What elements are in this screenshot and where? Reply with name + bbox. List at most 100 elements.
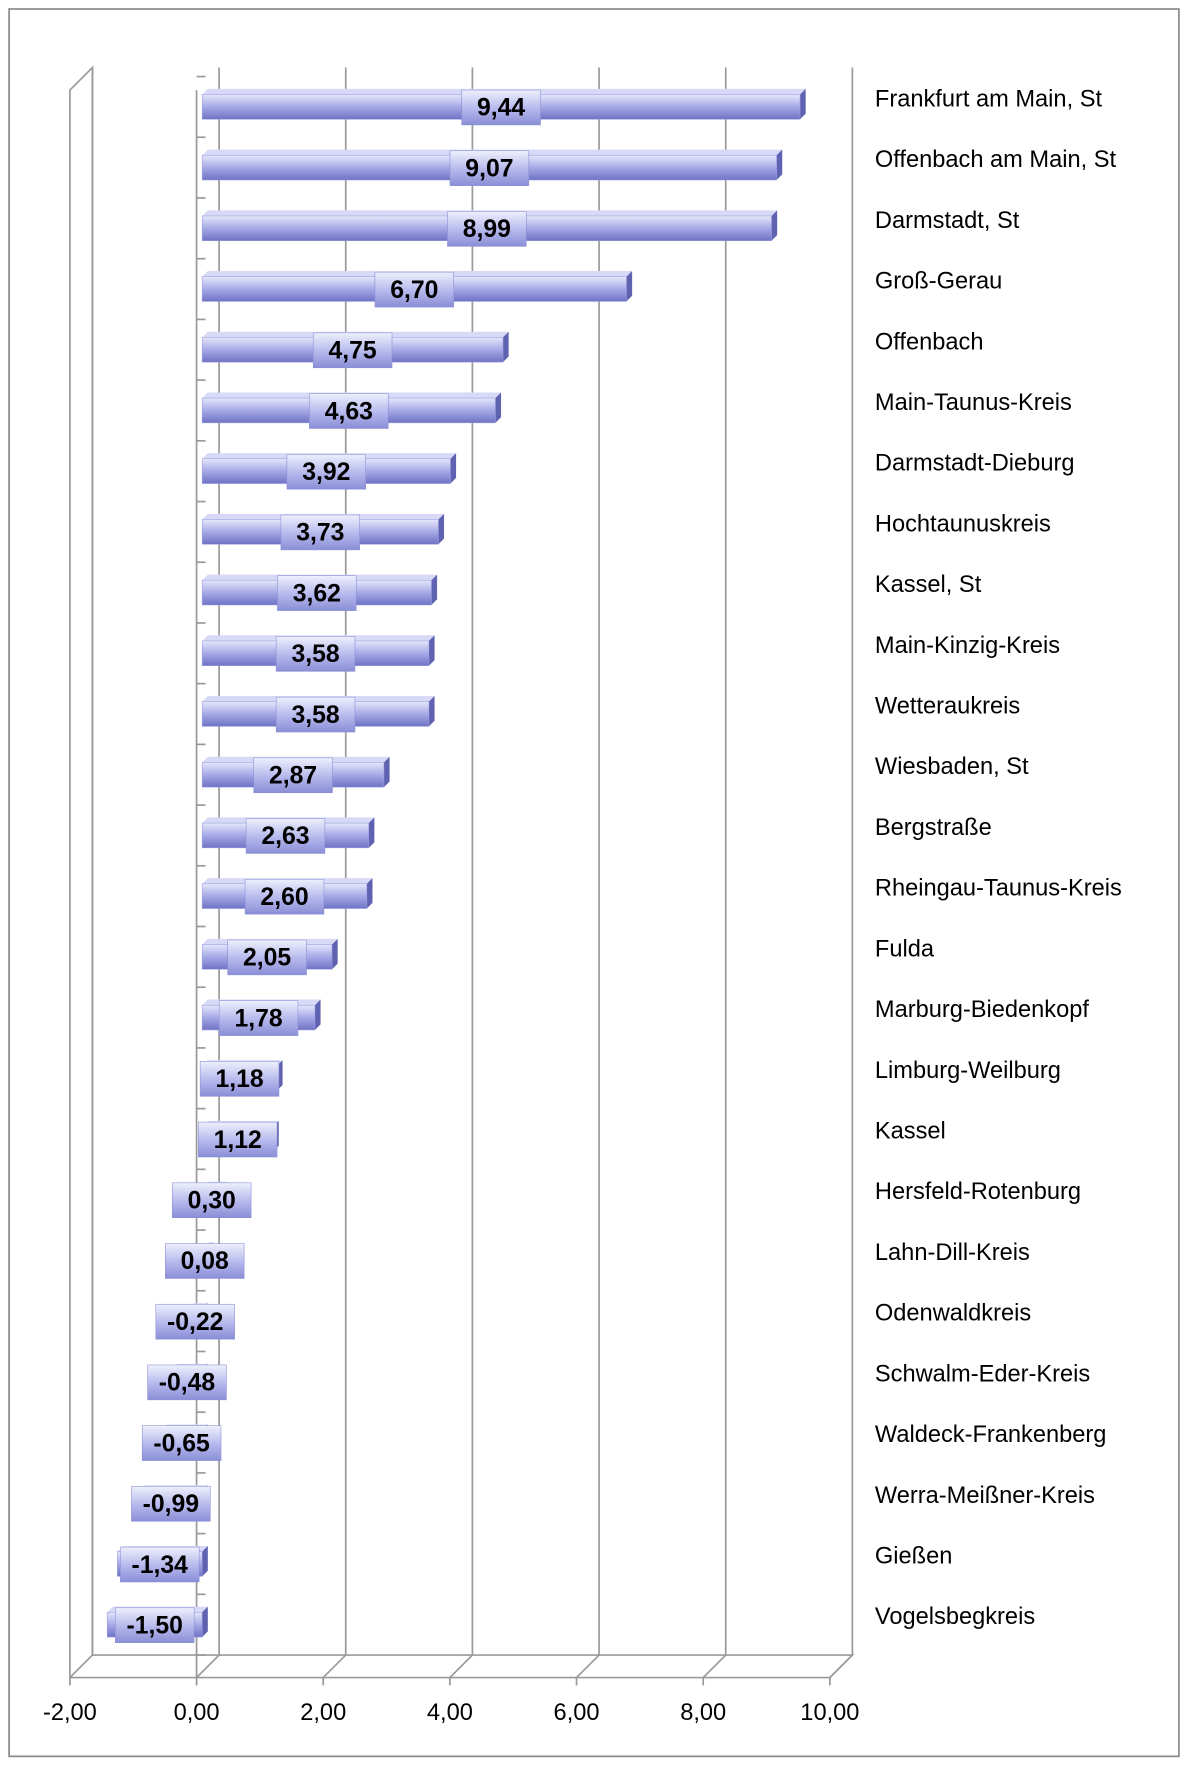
bar-side — [800, 88, 806, 120]
value-label: 3,62 — [293, 580, 341, 607]
category-label: Marburg-Biedenkopf — [875, 997, 1089, 1023]
value-label: 1,18 — [215, 1066, 263, 1093]
value-label-box — [141, 1425, 222, 1461]
category-label: Vogelsbegkreis — [875, 1604, 1035, 1630]
bar-side — [314, 999, 321, 1030]
bar-side — [368, 817, 375, 848]
x-tick-label: 6,00 — [554, 1700, 600, 1726]
value-label: 0,30 — [188, 1188, 236, 1215]
bar-side — [383, 756, 390, 788]
category-label: Groß-Gerau — [875, 269, 1002, 295]
value-label: 2,05 — [243, 945, 291, 972]
category-label: Darmstadt, St — [875, 208, 1020, 234]
category-label: Main-Taunus-Kreis — [875, 390, 1072, 416]
value-label: 1,12 — [214, 1127, 262, 1154]
value-label-box — [131, 1486, 211, 1522]
category-label: Hochtaunuskreis — [875, 511, 1051, 537]
value-label: 0,08 — [181, 1248, 229, 1275]
value-label-box — [147, 1364, 227, 1401]
grid-line — [449, 67, 474, 1679]
bar-side — [332, 938, 338, 970]
grid-line — [69, 67, 94, 1679]
category-label: Fulda — [875, 936, 935, 962]
value-label-box — [253, 757, 333, 794]
bar-side — [626, 271, 633, 302]
value-label-box — [461, 89, 541, 126]
category-label: Lahn-Dill-Kreis — [875, 1240, 1030, 1266]
value-label-box — [280, 514, 360, 551]
value-label-box — [277, 575, 357, 611]
value-label: 1,78 — [234, 1005, 282, 1032]
value-label: 3,58 — [291, 702, 339, 729]
category-label: Kassel, St — [875, 572, 982, 598]
value-label-box — [275, 696, 356, 733]
category-label: Offenbach am Main, St — [875, 147, 1117, 173]
value-label: 2,63 — [261, 823, 309, 850]
value-label-box — [275, 636, 356, 672]
value-label: 9,44 — [477, 95, 525, 122]
bar-side — [202, 1606, 208, 1638]
value-label: 8,99 — [463, 216, 511, 243]
value-label-box — [172, 1182, 252, 1219]
value-label-box — [165, 1243, 245, 1279]
category-label: Werra-Meißner-Kreis — [875, 1483, 1095, 1509]
category-label: Offenbach — [875, 329, 984, 355]
bar-side — [495, 392, 502, 423]
grid-line — [829, 67, 854, 1679]
category-label: Bergstraße — [875, 815, 992, 841]
value-label: -0,99 — [143, 1491, 199, 1518]
bar-side — [503, 331, 509, 363]
category-label: Limburg-Weilburg — [875, 1058, 1061, 1084]
category-label: Schwalm-Eder-Kreis — [875, 1361, 1090, 1387]
value-label: -0,22 — [167, 1309, 223, 1336]
value-label-box — [312, 332, 393, 369]
category-label: Odenwaldkreis — [875, 1301, 1031, 1327]
value-label-box — [120, 1546, 200, 1583]
value-label-box — [286, 454, 367, 490]
value-label: -1,50 — [126, 1612, 182, 1639]
x-tick-label: 0,00 — [174, 1700, 220, 1726]
value-label: 3,58 — [291, 641, 339, 668]
value-label: -0,48 — [159, 1370, 215, 1397]
category-label: Kassel — [875, 1118, 946, 1144]
category-label: Hersfeld-Rotenburg — [875, 1179, 1081, 1205]
grid-line — [702, 67, 727, 1679]
category-label: Frankfurt am Main, St — [875, 86, 1103, 112]
value-label-box — [245, 818, 326, 854]
value-label: 4,63 — [325, 398, 373, 425]
value-label-box — [449, 150, 530, 186]
value-label: 2,60 — [260, 884, 308, 911]
value-label: 4,75 — [329, 338, 377, 365]
value-label-box — [447, 211, 527, 247]
category-label: Rheingau-Taunus-Kreis — [875, 876, 1122, 902]
value-label-box — [309, 393, 389, 429]
x-tick-label: 2,00 — [300, 1700, 346, 1726]
bar-side — [428, 635, 435, 666]
bar-side — [450, 453, 457, 484]
category-label: Main-Kinzig-Kreis — [875, 633, 1060, 659]
value-label: 9,07 — [465, 155, 513, 182]
category-label: Gießen — [875, 1543, 952, 1569]
x-tick-label: 10,00 — [800, 1700, 859, 1726]
category-label: Waldeck-Frankenberg — [875, 1422, 1107, 1448]
category-label: Wetteraukreis — [875, 694, 1020, 720]
value-label: -0,65 — [153, 1430, 210, 1457]
value-label-box — [227, 939, 307, 976]
bar-side — [771, 210, 778, 241]
value-label: 6,70 — [390, 277, 438, 304]
x-tick-label: 4,00 — [427, 1700, 473, 1726]
value-label: 3,92 — [302, 459, 350, 486]
bar-side — [366, 878, 373, 909]
value-label-box — [115, 1607, 195, 1643]
value-label-box — [374, 271, 455, 308]
category-label: Darmstadt-Dieburg — [875, 451, 1075, 477]
value-label-box — [199, 1061, 280, 1097]
value-label-box — [197, 1121, 278, 1158]
x-tick-label: 8,00 — [680, 1700, 726, 1726]
category-label: Wiesbaden, St — [875, 754, 1029, 780]
x-tick-label: -2,00 — [43, 1700, 97, 1726]
value-label: 3,73 — [296, 520, 344, 547]
value-label-box — [218, 1000, 299, 1036]
value-label: 2,87 — [269, 763, 317, 790]
